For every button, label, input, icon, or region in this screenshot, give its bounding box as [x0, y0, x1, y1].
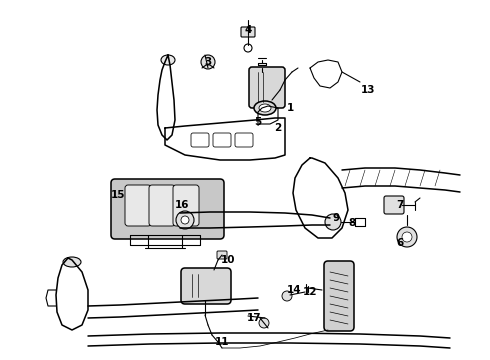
Circle shape — [181, 216, 189, 224]
Circle shape — [402, 232, 412, 242]
FancyBboxPatch shape — [125, 185, 151, 226]
Circle shape — [176, 211, 194, 229]
Text: 16: 16 — [175, 200, 189, 210]
FancyBboxPatch shape — [191, 133, 209, 147]
Text: 4: 4 — [245, 25, 252, 35]
Text: 13: 13 — [361, 85, 375, 95]
Text: 12: 12 — [303, 287, 317, 297]
FancyBboxPatch shape — [217, 251, 227, 259]
Circle shape — [259, 318, 269, 328]
Text: 2: 2 — [274, 123, 282, 133]
FancyBboxPatch shape — [181, 268, 231, 304]
Text: 3: 3 — [204, 57, 212, 67]
FancyBboxPatch shape — [173, 185, 199, 226]
Text: 6: 6 — [396, 238, 404, 248]
Text: 11: 11 — [215, 337, 229, 347]
FancyBboxPatch shape — [324, 261, 354, 331]
FancyBboxPatch shape — [235, 133, 253, 147]
FancyBboxPatch shape — [111, 179, 224, 239]
FancyBboxPatch shape — [249, 67, 285, 108]
Text: 14: 14 — [287, 285, 301, 295]
Text: 10: 10 — [221, 255, 235, 265]
Text: 15: 15 — [111, 190, 125, 200]
Text: 9: 9 — [332, 213, 340, 223]
Text: 1: 1 — [286, 103, 294, 113]
Text: 17: 17 — [246, 313, 261, 323]
Circle shape — [201, 55, 215, 69]
Text: 8: 8 — [348, 218, 356, 228]
Text: 7: 7 — [396, 200, 404, 210]
FancyBboxPatch shape — [149, 185, 175, 226]
Ellipse shape — [259, 104, 271, 112]
Ellipse shape — [63, 257, 81, 267]
Text: 5: 5 — [254, 117, 262, 127]
Circle shape — [325, 214, 341, 230]
FancyBboxPatch shape — [384, 196, 404, 214]
Ellipse shape — [254, 101, 276, 115]
FancyBboxPatch shape — [213, 133, 231, 147]
Circle shape — [244, 44, 252, 52]
Circle shape — [282, 291, 292, 301]
Circle shape — [397, 227, 417, 247]
Ellipse shape — [161, 55, 175, 65]
FancyBboxPatch shape — [241, 27, 255, 37]
